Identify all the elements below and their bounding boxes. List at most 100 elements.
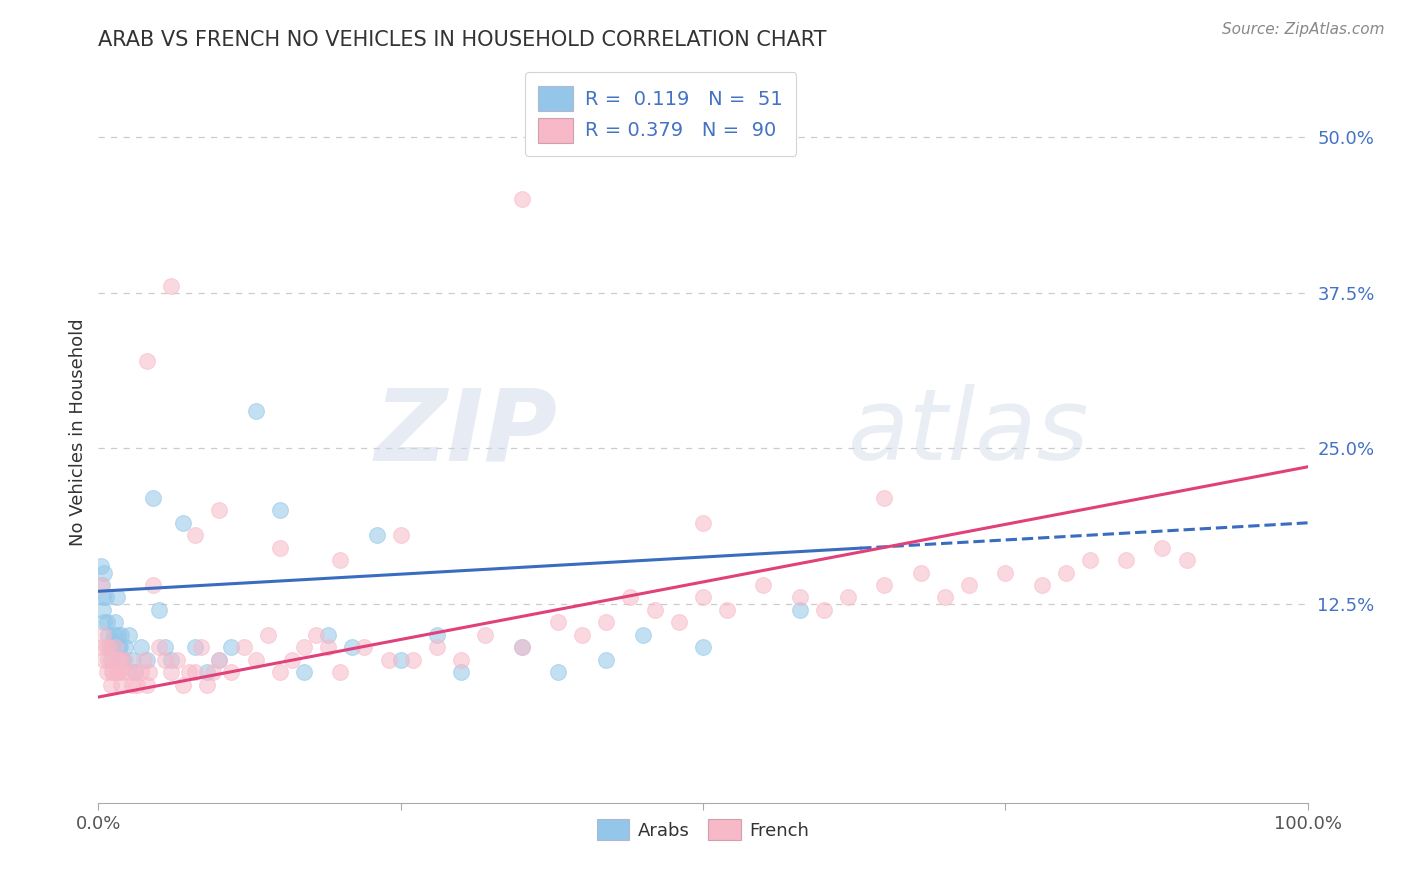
Point: [91, 603, 114, 617]
Point: [148, 640, 170, 655]
Point: [90, 559, 112, 574]
Point: [100, 653, 122, 667]
Point: [91, 628, 114, 642]
Point: [232, 640, 254, 655]
Point: [221, 640, 243, 655]
Point: [1115, 553, 1137, 567]
Point: [269, 665, 291, 680]
Point: [644, 603, 666, 617]
Point: [292, 665, 315, 680]
Point: [245, 653, 267, 667]
Point: [910, 566, 932, 580]
Point: [101, 634, 124, 648]
Point: [98, 640, 121, 655]
Point: [101, 665, 124, 680]
Point: [934, 591, 956, 605]
Point: [353, 640, 375, 655]
Point: [342, 640, 364, 655]
Point: [127, 677, 149, 691]
Point: [111, 653, 134, 667]
Point: [121, 677, 143, 691]
Point: [329, 665, 352, 680]
Point: [93, 566, 115, 580]
Point: [148, 603, 170, 617]
Point: [316, 628, 339, 642]
Point: [100, 640, 122, 655]
Point: [184, 665, 207, 680]
Point: [716, 603, 738, 617]
Y-axis label: No Vehicles in Household: No Vehicles in Household: [69, 318, 87, 547]
Point: [104, 640, 127, 655]
Point: [94, 591, 117, 605]
Point: [256, 628, 278, 642]
Point: [142, 491, 165, 505]
Point: [121, 653, 143, 667]
Point: [377, 653, 399, 667]
Point: [114, 640, 136, 655]
Point: [179, 665, 201, 680]
Point: [135, 677, 157, 691]
Point: [1031, 578, 1053, 592]
Point: [107, 653, 129, 667]
Point: [957, 578, 980, 592]
Point: [100, 677, 122, 691]
Text: ZIP: ZIP: [375, 384, 558, 481]
Point: [93, 615, 115, 630]
Point: [111, 665, 134, 680]
Point: [1152, 541, 1174, 555]
Point: [160, 653, 183, 667]
Point: [389, 528, 412, 542]
Point: [450, 665, 472, 680]
Point: [994, 566, 1017, 580]
Point: [510, 640, 533, 655]
Point: [105, 665, 128, 680]
Point: [595, 615, 617, 630]
Point: [619, 591, 641, 605]
Point: [668, 615, 690, 630]
Point: [873, 578, 896, 592]
Point: [91, 640, 114, 655]
Point: [789, 603, 811, 617]
Point: [208, 653, 231, 667]
Point: [153, 640, 176, 655]
Legend: Arabs, French: Arabs, French: [588, 811, 818, 849]
Point: [269, 503, 291, 517]
Point: [305, 628, 328, 642]
Point: [789, 591, 811, 605]
Point: [129, 640, 152, 655]
Point: [1175, 553, 1198, 567]
Point: [1054, 566, 1077, 580]
Point: [752, 578, 775, 592]
Point: [837, 591, 859, 605]
Point: [160, 279, 183, 293]
Point: [104, 615, 127, 630]
Point: [873, 491, 896, 505]
Point: [184, 528, 207, 542]
Point: [91, 591, 114, 605]
Point: [134, 653, 156, 667]
Point: [510, 192, 533, 206]
Point: [96, 665, 118, 680]
Point: [631, 628, 654, 642]
Point: [129, 665, 152, 680]
Point: [202, 665, 225, 680]
Point: [389, 653, 412, 667]
Point: [474, 628, 496, 642]
Point: [813, 603, 835, 617]
Point: [110, 628, 132, 642]
Point: [105, 591, 128, 605]
Point: [595, 653, 617, 667]
Point: [692, 516, 714, 530]
Point: [184, 640, 207, 655]
Point: [118, 665, 141, 680]
Point: [292, 640, 315, 655]
Point: [90, 578, 112, 592]
Point: [316, 640, 339, 655]
Point: [172, 516, 194, 530]
Text: ARAB VS FRENCH NO VEHICLES IN HOUSEHOLD CORRELATION CHART: ARAB VS FRENCH NO VEHICLES IN HOUSEHOLD …: [98, 29, 827, 50]
Point: [153, 653, 176, 667]
Point: [190, 640, 212, 655]
Point: [571, 628, 593, 642]
Point: [692, 640, 714, 655]
Point: [245, 404, 267, 418]
